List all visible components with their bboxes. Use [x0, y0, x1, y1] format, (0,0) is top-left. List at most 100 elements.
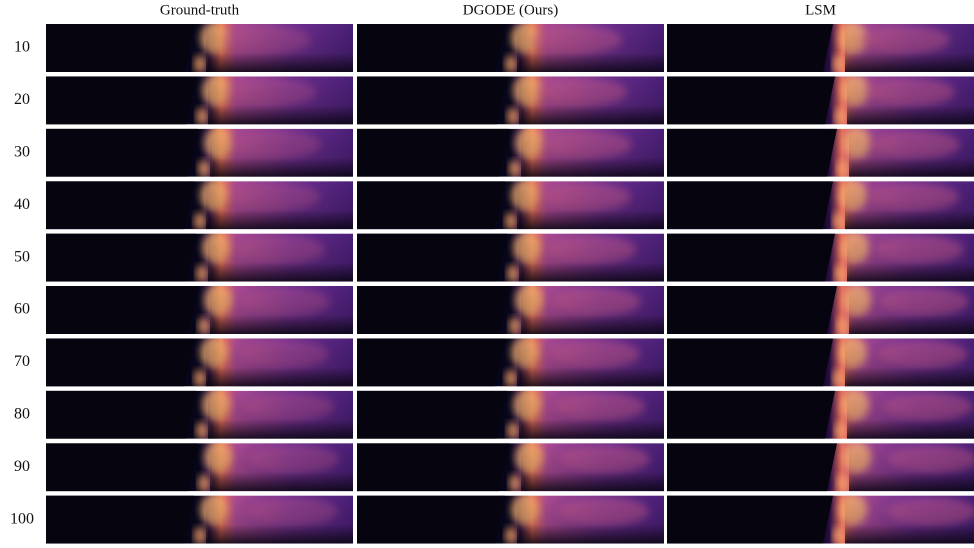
panel-shade: [210, 286, 353, 334]
flame-base: [505, 212, 517, 230]
column-header: LSM: [805, 2, 836, 18]
flame-base: [509, 160, 521, 178]
dark-wedge: [357, 496, 505, 544]
dark-wedge: [46, 338, 194, 386]
flame-base: [507, 107, 519, 125]
dark-wedge: [667, 391, 835, 439]
flame-base: [198, 317, 210, 335]
dark-wedge: [357, 129, 509, 177]
flame-base: [833, 55, 845, 73]
field-panel: [667, 389, 974, 440]
flame-base: [194, 55, 206, 73]
field-panel: [357, 389, 664, 440]
field-panel: [46, 232, 353, 283]
panel-shade: [206, 181, 353, 229]
dark-wedge: [357, 76, 507, 124]
field-panel: [667, 441, 974, 492]
dark-wedge: [667, 286, 837, 334]
row-label: 40: [14, 196, 30, 213]
field-panel: [46, 22, 353, 73]
flame-base: [837, 474, 849, 492]
panel-shade: [517, 338, 664, 386]
dark-wedge: [46, 391, 196, 439]
dark-wedge: [667, 24, 833, 72]
row-label: 60: [14, 301, 30, 318]
panel-shade: [845, 181, 974, 229]
dark-wedge: [667, 76, 835, 124]
panel-shade: [208, 391, 353, 439]
panel-shade: [847, 76, 974, 124]
panel-shade: [845, 24, 974, 72]
field-panel: [46, 127, 353, 178]
field-panel: [46, 389, 353, 440]
flame-base: [835, 422, 847, 440]
field-panel: [46, 494, 353, 545]
field-panel: [667, 22, 974, 73]
row-label: 10: [14, 39, 30, 56]
column-header: Ground-truth: [160, 2, 240, 18]
dark-wedge: [357, 443, 509, 491]
dark-wedge: [667, 181, 833, 229]
panel-shade: [849, 129, 974, 177]
flame-base: [196, 265, 208, 283]
dark-wedge: [46, 496, 194, 544]
column-header: DGODE (Ours): [463, 2, 558, 18]
flame-base: [509, 317, 521, 335]
field-panel: [357, 179, 664, 230]
panel-shade: [519, 391, 664, 439]
row-label: 100: [10, 510, 34, 527]
field-panel: [667, 284, 974, 335]
flame-base: [507, 265, 519, 283]
field-panel: [667, 179, 974, 230]
panel-shade: [517, 24, 664, 72]
panel-shade: [210, 443, 353, 491]
flame-base: [507, 422, 519, 440]
dark-wedge: [667, 129, 837, 177]
panel-shade: [849, 443, 974, 491]
dark-wedge: [357, 181, 505, 229]
field-panel: [667, 336, 974, 387]
flame-base: [505, 55, 517, 73]
panel-shade: [206, 496, 353, 544]
dark-wedge: [46, 234, 196, 282]
row-label: 90: [14, 458, 30, 475]
panel-shade: [208, 234, 353, 282]
panel-shade: [208, 76, 353, 124]
panel-shade: [521, 443, 664, 491]
flame-base: [196, 422, 208, 440]
dark-wedge: [46, 24, 194, 72]
flame-base: [833, 212, 845, 230]
flame-base: [837, 317, 849, 335]
panel-shade: [845, 338, 974, 386]
field-panel: [357, 284, 664, 335]
row-label: 80: [14, 405, 30, 422]
panel-shade: [521, 129, 664, 177]
dark-wedge: [667, 496, 833, 544]
field-panel: [46, 179, 353, 230]
panel-shade: [849, 286, 974, 334]
field-panel: [46, 284, 353, 335]
panel-shade: [517, 181, 664, 229]
flame-base: [194, 527, 206, 545]
dark-wedge: [46, 181, 194, 229]
flame-base: [837, 160, 849, 178]
field-panel: [357, 494, 664, 545]
flame-base: [505, 369, 517, 387]
panel-shade: [206, 24, 353, 72]
dark-wedge: [667, 234, 835, 282]
dark-wedge: [46, 443, 198, 491]
panel-shade: [521, 286, 664, 334]
figure: Ground-truthDGODE (Ours)LSM1020304050607…: [0, 0, 974, 548]
field-panel: [667, 74, 974, 125]
panel-shade: [847, 391, 974, 439]
dark-wedge: [357, 234, 507, 282]
flame-base: [505, 527, 517, 545]
row-label: 20: [14, 91, 30, 108]
panel-shade: [519, 234, 664, 282]
flame-base: [833, 527, 845, 545]
flame-base: [835, 107, 847, 125]
dark-wedge: [357, 338, 505, 386]
field-panel: [357, 127, 664, 178]
dark-wedge: [46, 286, 198, 334]
row-label: 50: [14, 248, 30, 265]
